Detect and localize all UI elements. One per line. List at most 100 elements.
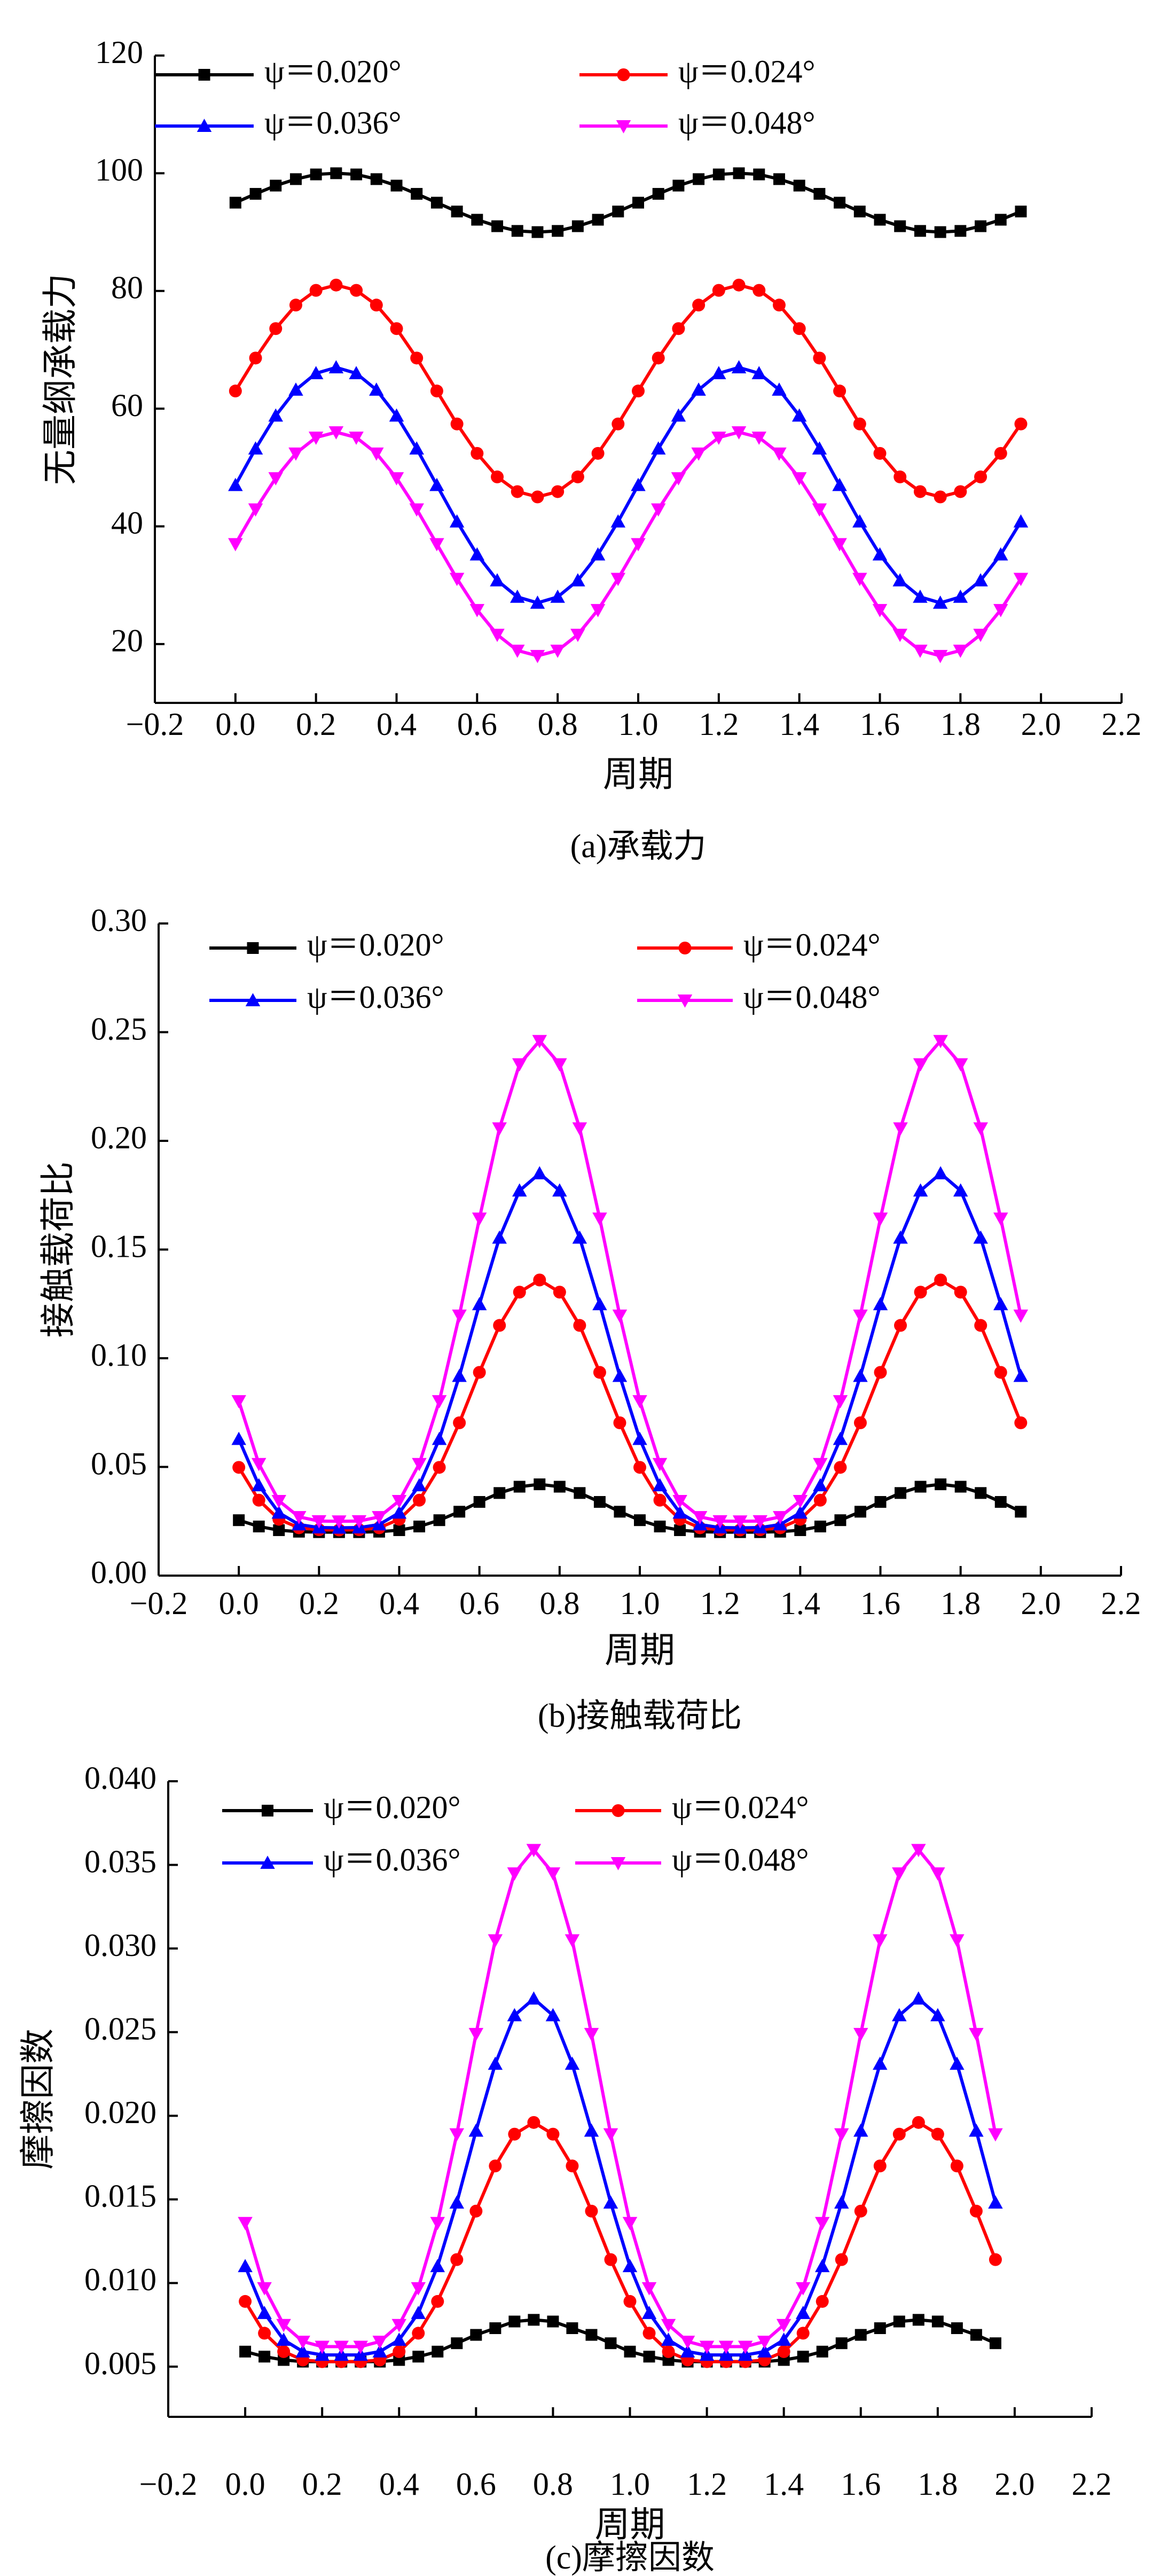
legend-marker	[260, 1855, 275, 1869]
marker	[508, 2315, 521, 2328]
marker	[814, 2217, 830, 2230]
marker	[652, 187, 664, 200]
marker	[954, 485, 967, 498]
marker	[492, 1122, 507, 1136]
marker	[791, 408, 807, 422]
marker	[239, 2345, 252, 2358]
marker	[953, 1183, 968, 1197]
marker	[672, 1494, 687, 1508]
x-tick-label: 0.4	[379, 1586, 419, 1621]
marker	[390, 322, 403, 335]
marker	[513, 1286, 526, 1299]
marker	[797, 2351, 809, 2363]
marker	[232, 1461, 246, 1474]
marker	[813, 351, 826, 365]
marker	[449, 514, 465, 528]
marker	[590, 547, 606, 561]
marker	[912, 2116, 925, 2129]
marker	[389, 408, 404, 422]
x-tick-label: 0.6	[457, 707, 497, 742]
marker	[994, 1496, 1007, 1508]
x-tick-label: 2.2	[1102, 707, 1142, 742]
marker	[311, 1515, 327, 1529]
marker	[975, 220, 987, 232]
marker	[412, 1478, 427, 1492]
marker	[932, 649, 948, 663]
marker	[973, 573, 988, 586]
marker	[593, 1496, 606, 1508]
marker	[873, 2056, 888, 2070]
marker	[507, 2008, 522, 2022]
legend-marker	[198, 69, 210, 81]
marker	[493, 1487, 506, 1499]
marker	[550, 644, 565, 658]
marker	[711, 432, 726, 445]
marker	[391, 1505, 407, 1519]
marker	[473, 1366, 486, 1379]
marker	[233, 1514, 245, 1526]
marker	[654, 1521, 666, 1533]
series-line	[244, 1996, 997, 2357]
legend-marker	[617, 68, 630, 81]
marker	[550, 589, 565, 603]
marker	[795, 2282, 811, 2296]
y-tick-label: 0.30	[91, 903, 147, 938]
marker	[1014, 417, 1028, 430]
marker	[652, 1478, 668, 1492]
marker	[508, 2127, 521, 2141]
marker	[390, 179, 403, 192]
marker	[469, 604, 485, 617]
y-tick-label: 0.20	[91, 1120, 147, 1155]
y-tick-label: 0.00	[91, 1555, 147, 1590]
marker	[895, 1487, 907, 1499]
marker	[591, 447, 605, 460]
marker	[334, 2340, 349, 2354]
marker	[551, 485, 565, 498]
marker	[610, 514, 626, 528]
marker	[954, 1481, 967, 1493]
legend-marker	[677, 995, 693, 1008]
marker	[530, 649, 545, 663]
marker	[872, 604, 888, 617]
marker	[791, 472, 807, 486]
marker	[238, 2259, 253, 2273]
x-tick-label: 0.8	[539, 1586, 579, 1621]
marker	[252, 1493, 265, 1507]
marker	[571, 470, 584, 483]
marker	[248, 441, 263, 455]
series-line	[234, 365, 1023, 605]
series-line	[238, 1483, 1022, 1534]
x-tick-label: 1.2	[700, 1586, 740, 1621]
marker	[852, 573, 867, 586]
marker	[472, 1212, 487, 1226]
marker	[672, 322, 685, 335]
marker	[950, 1934, 965, 1948]
marker	[873, 1297, 888, 1311]
marker	[489, 2322, 501, 2335]
marker	[794, 1524, 806, 1536]
marker	[571, 220, 584, 232]
marker	[547, 2315, 559, 2328]
marker	[565, 1934, 580, 1948]
marker	[733, 167, 745, 179]
marker	[409, 441, 424, 455]
marker	[622, 2217, 638, 2230]
legend-label: ψ＝0.048°	[743, 980, 881, 1015]
marker	[590, 604, 606, 617]
marker	[753, 1515, 767, 1529]
marker	[231, 1395, 246, 1408]
x-tick-label: 2.0	[1021, 1586, 1061, 1621]
x-tick-label: 0.6	[456, 2467, 496, 2502]
marker	[1013, 514, 1029, 528]
marker	[950, 2056, 965, 2070]
marker	[566, 2159, 579, 2173]
legend-label: ψ＝0.036°	[324, 1842, 461, 1877]
y-tick-label: 0.030	[84, 1928, 156, 1963]
legend-label: ψ＝0.036°	[264, 105, 402, 140]
marker	[450, 417, 464, 430]
marker	[470, 2329, 482, 2341]
marker	[584, 2027, 599, 2041]
marker	[553, 1481, 566, 1493]
marker	[249, 351, 262, 365]
marker	[913, 485, 927, 498]
